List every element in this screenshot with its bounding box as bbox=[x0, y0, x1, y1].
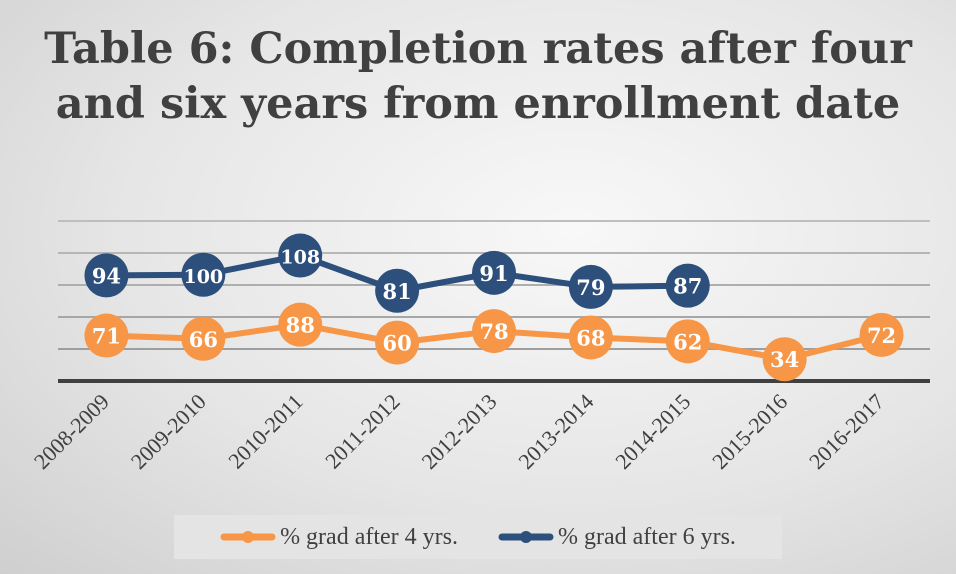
data-point bbox=[665, 319, 710, 364]
data-label: 88 bbox=[286, 313, 315, 338]
legend-item-4yrs: % grad after 4 yrs. bbox=[220, 524, 458, 551]
data-point bbox=[568, 264, 613, 309]
data-point bbox=[278, 302, 323, 347]
x-tick-label: 2012-2013 bbox=[416, 389, 501, 474]
data-point bbox=[568, 315, 613, 360]
data-label: 87 bbox=[673, 274, 702, 299]
data-label: 78 bbox=[479, 319, 508, 344]
data-point bbox=[859, 312, 904, 357]
data-label: 81 bbox=[382, 279, 411, 304]
legend-item-6yrs: % grad after 6 yrs. bbox=[498, 524, 736, 551]
x-tick-label: 2008-2009 bbox=[29, 389, 114, 474]
data-point bbox=[278, 233, 323, 278]
legend-label-6yrs: % grad after 6 yrs. bbox=[558, 523, 736, 550]
chart-title: Table 6: Completion rates after four and… bbox=[44, 24, 912, 129]
data-point bbox=[181, 316, 226, 361]
data-label: 72 bbox=[867, 323, 896, 348]
data-point bbox=[665, 263, 710, 308]
data-label: 108 bbox=[280, 247, 320, 269]
legend-marker-6yrs bbox=[498, 531, 554, 543]
data-point bbox=[472, 309, 516, 354]
data-label: 94 bbox=[92, 263, 121, 288]
data-label: 62 bbox=[673, 329, 702, 354]
legend-marker-4yrs bbox=[220, 531, 276, 543]
data-label: 60 bbox=[382, 331, 411, 356]
data-label: 71 bbox=[92, 324, 121, 349]
data-point bbox=[84, 253, 129, 298]
data-point bbox=[84, 313, 129, 358]
x-tick-label: 2014-2015 bbox=[610, 389, 695, 474]
data-point bbox=[472, 250, 516, 295]
x-tick-label: 2016-2017 bbox=[804, 389, 889, 474]
x-tick-label: 2010-2011 bbox=[223, 389, 308, 474]
data-label: 68 bbox=[576, 325, 605, 350]
data-label: 34 bbox=[770, 347, 799, 372]
x-tick-label: 2013-2014 bbox=[513, 389, 598, 474]
x-tick-label: 2015-2016 bbox=[707, 389, 792, 474]
data-point bbox=[375, 320, 420, 365]
data-point bbox=[181, 252, 226, 297]
data-label: 100 bbox=[183, 266, 223, 288]
x-tick-label: 2009-2010 bbox=[126, 389, 211, 474]
data-label: 79 bbox=[576, 275, 605, 300]
data-point bbox=[375, 268, 420, 313]
legend-label-4yrs: % grad after 4 yrs. bbox=[280, 523, 458, 550]
data-label: 91 bbox=[479, 261, 508, 286]
x-tick-label: 2011-2012 bbox=[320, 389, 405, 474]
data-point bbox=[762, 337, 807, 382]
legend: % grad after 4 yrs. % grad after 6 yrs. bbox=[174, 515, 782, 559]
data-label: 66 bbox=[189, 327, 218, 352]
